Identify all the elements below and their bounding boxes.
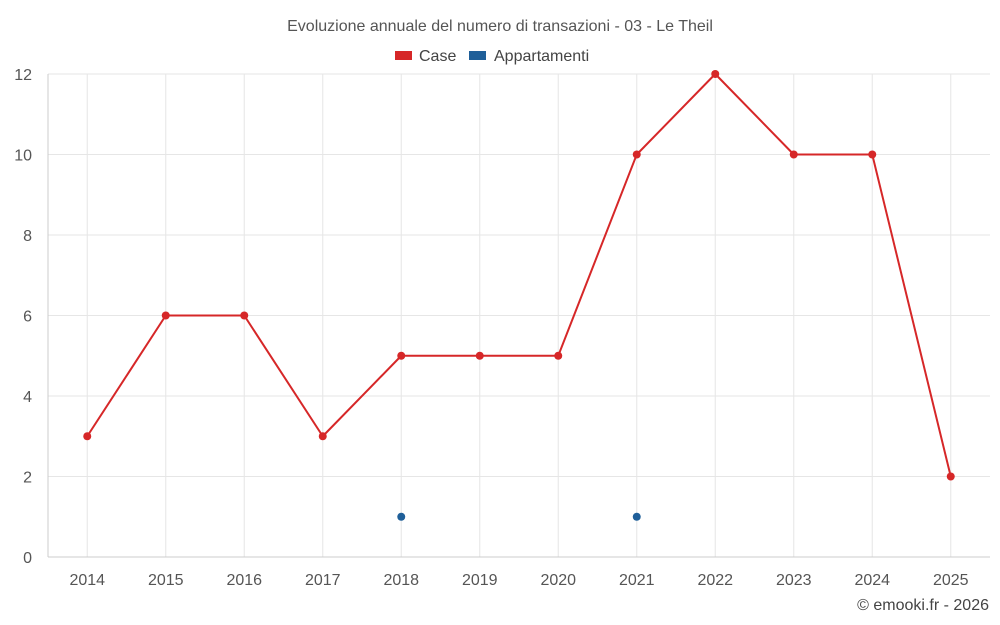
legend: Case Appartamenti [395,48,589,65]
y-tick-label: 6 [23,309,32,326]
legend-swatch-case [395,51,412,60]
legend-item-appartamenti[interactable]: Appartamenti [469,48,589,65]
x-tick-label: 2023 [776,572,812,589]
data-point-appartamenti[interactable] [397,512,406,521]
data-point-case[interactable] [397,351,406,360]
y-tick-label: 0 [23,550,32,567]
legend-label-case: Case [419,48,456,65]
data-point-case[interactable] [632,150,641,159]
x-tick-label: 2016 [226,572,262,589]
data-point-case[interactable] [789,150,798,159]
data-point-case[interactable] [240,311,249,320]
x-tick-label: 2020 [540,572,576,589]
x-tick-label: 2017 [305,572,341,589]
series [83,70,955,521]
x-tick-label: 2019 [462,572,498,589]
data-point-case[interactable] [318,432,327,441]
x-tick-label: 2021 [619,572,655,589]
y-tick-label: 10 [14,148,32,165]
x-tick-label: 2015 [148,572,184,589]
data-point-case[interactable] [868,150,877,159]
series-case [83,70,955,481]
y-tick-label: 4 [23,389,32,406]
x-tick-label: 2014 [69,572,105,589]
x-tick-label: 2022 [697,572,733,589]
legend-swatch-appartamenti [469,51,486,60]
data-point-case[interactable] [946,472,955,481]
axes: 0 2 4 6 8 10 12 2014 2015 2016 2017 2018 2019 2020 202… [14,67,990,589]
y-tick-label: 12 [14,67,32,84]
y-tick-label: 2 [23,470,32,487]
data-point-case[interactable] [711,70,720,78]
data-point-case[interactable] [161,311,170,320]
chart-title: Evoluzione annuale del numero di transaz… [287,18,713,35]
data-point-case[interactable] [554,351,563,360]
y-tick-label: 8 [23,228,32,245]
legend-label-appartamenti: Appartamenti [494,48,589,65]
data-point-case[interactable] [83,432,92,441]
data-point-case[interactable] [475,351,484,360]
x-tick-label: 2024 [854,572,890,589]
data-point-appartamenti[interactable] [632,512,641,521]
x-tick-label: 2018 [383,572,419,589]
credit-text: © emooki.fr - 2026 [857,597,989,614]
series-line-case [86,73,952,477]
legend-item-case[interactable]: Case [395,48,456,65]
x-tick-label: 2025 [933,572,969,589]
series-appartamenti [397,512,641,521]
